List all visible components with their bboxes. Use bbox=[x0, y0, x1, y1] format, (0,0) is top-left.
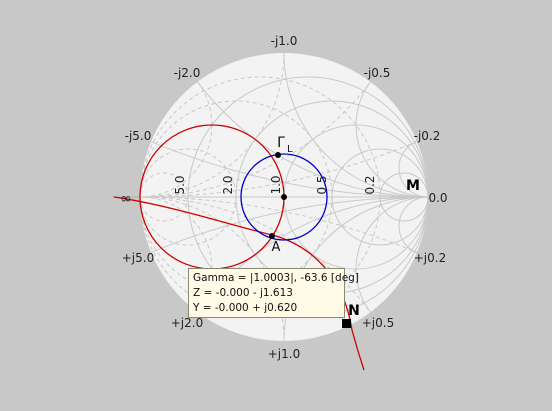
label-plus-j1: +j1.0 bbox=[268, 347, 300, 361]
label-r-1: 1.0 bbox=[269, 175, 283, 194]
label-plus-j05: +j0.5 bbox=[362, 316, 394, 330]
label-r-5: 5.0 bbox=[173, 175, 187, 194]
marker-a: A bbox=[272, 240, 281, 255]
tooltip-gamma-line: Gamma = |1.0003|, -63.6 [deg] bbox=[193, 272, 359, 284]
label-minus-j2: -j2.0 bbox=[174, 66, 201, 80]
label-minus-j02: -j0.2 bbox=[414, 129, 441, 143]
marker-gamma-subscript: L bbox=[287, 144, 293, 155]
label-r-02: 0.2 bbox=[363, 175, 377, 194]
tooltip-admittance-line: Y = -0.000 + j0.620 bbox=[193, 302, 298, 314]
marker-n: N bbox=[348, 303, 360, 319]
red-trajectory-curve bbox=[113, 196, 365, 371]
point-a[interactable] bbox=[269, 233, 275, 239]
label-real-zero: 0.0 bbox=[428, 191, 447, 205]
marker-gamma: Γ bbox=[277, 135, 285, 151]
gamma-tooltip: Gamma = |1.0003|, -63.6 [deg] Z = -0.000… bbox=[188, 268, 359, 318]
label-r-2: 2.0 bbox=[221, 175, 235, 194]
point-n-marker[interactable] bbox=[342, 319, 351, 328]
gamma-l-point[interactable] bbox=[275, 152, 281, 158]
marker-m: M bbox=[406, 178, 420, 194]
label-minus-j05: -j0.5 bbox=[364, 66, 391, 80]
label-r-05: 0.5 bbox=[315, 175, 329, 194]
blue-circle bbox=[240, 153, 328, 241]
label-plus-j2: +j2.0 bbox=[171, 316, 203, 330]
label-infinity: ∞ bbox=[120, 191, 132, 207]
center-point[interactable] bbox=[281, 194, 287, 200]
label-plus-j5: +j5.0 bbox=[122, 251, 154, 265]
label-minus-j5: -j5.0 bbox=[125, 129, 152, 143]
label-plus-j02: +j0.2 bbox=[414, 251, 446, 265]
label-minus-j1: -j1.0 bbox=[271, 34, 298, 48]
tooltip-impedance-line: Z = -0.000 - j1.613 bbox=[193, 287, 293, 299]
